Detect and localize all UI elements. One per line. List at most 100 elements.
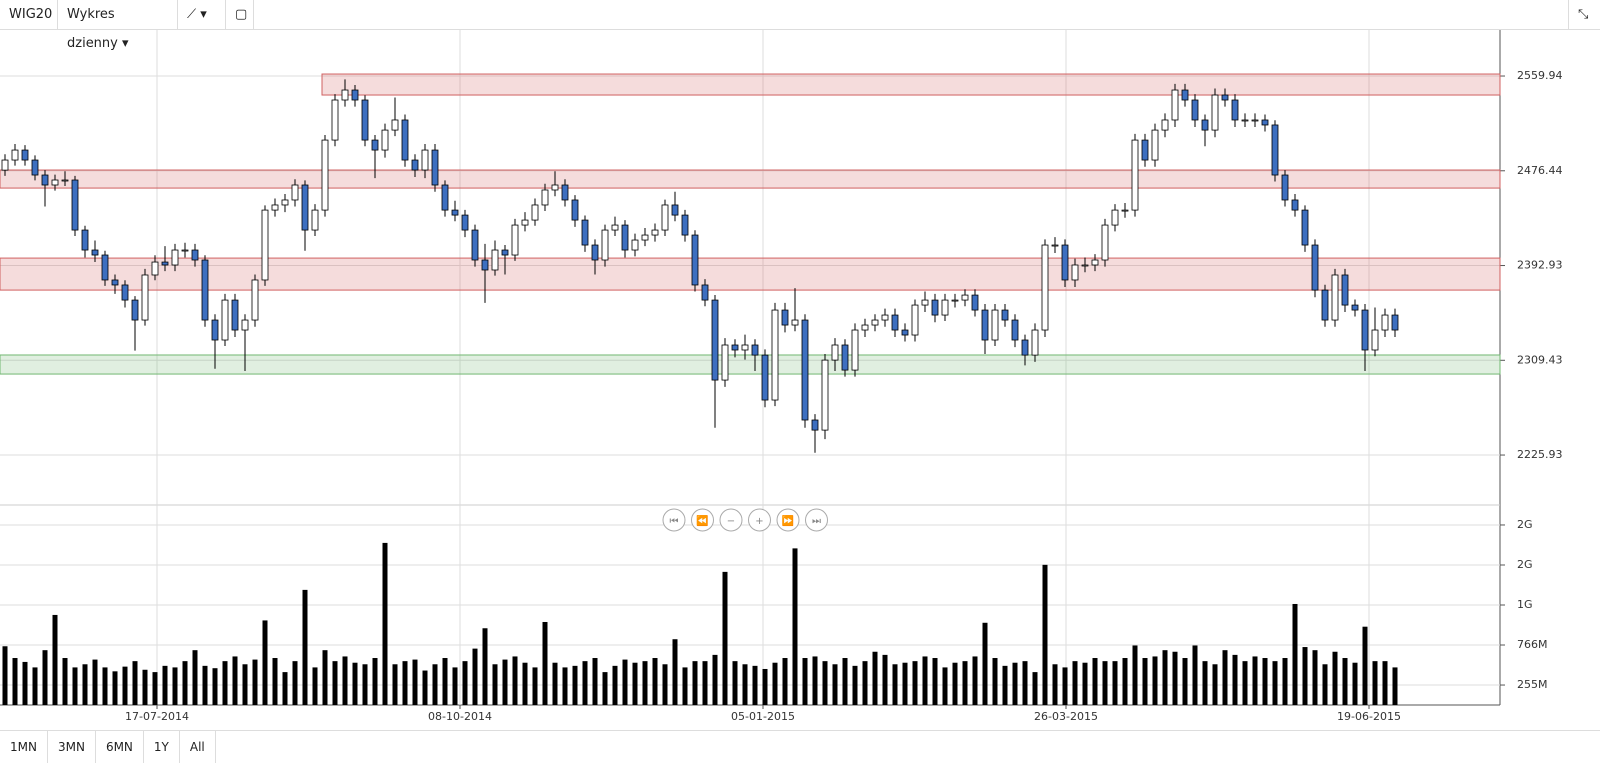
volume-bar <box>1242 661 1248 705</box>
volume-bar <box>662 664 668 705</box>
volume-bar <box>112 671 118 705</box>
volume-bar <box>1162 650 1168 705</box>
nav-button[interactable]: ⏮ <box>662 508 686 532</box>
volume-bar <box>1022 661 1028 705</box>
x-tick-label: 08-10-2014 <box>428 710 492 723</box>
range-button[interactable]: All <box>180 731 216 763</box>
volume-bar <box>792 548 798 705</box>
nav-button[interactable]: ⏩ <box>776 508 800 532</box>
draw-tool[interactable]: ⟋ ▾ <box>178 0 226 29</box>
volume-bar <box>372 658 378 705</box>
volume-bar <box>92 659 98 705</box>
candle-body <box>921 299 929 306</box>
volume-bar <box>1152 656 1158 705</box>
volume-bar <box>872 651 878 705</box>
volume-bar <box>12 658 18 705</box>
volume-bar <box>82 664 88 705</box>
candle-body <box>661 204 669 231</box>
candle-body <box>1091 259 1099 266</box>
candle-body <box>451 209 459 216</box>
volume-bar <box>732 661 738 705</box>
candle-body <box>251 279 259 321</box>
candle-body <box>1351 304 1359 311</box>
volume-bar <box>1252 656 1258 705</box>
candle-body <box>111 279 119 286</box>
candle-body <box>751 344 759 356</box>
candle-body <box>471 229 479 261</box>
volume-bar <box>1172 651 1178 705</box>
candle-body <box>91 249 99 256</box>
candle-body <box>1081 264 1089 267</box>
candle-body <box>631 239 639 251</box>
volume-bar <box>962 661 968 705</box>
candle-body <box>531 204 539 221</box>
y-tick-label: 2559.94 <box>1517 69 1563 82</box>
candle-body <box>931 299 939 316</box>
volume-bar <box>702 661 708 705</box>
range-button[interactable]: 1Y <box>144 731 180 763</box>
volume-bar <box>932 658 938 705</box>
volume-bar <box>952 662 958 705</box>
nav-button-icon: ⏮ <box>670 516 679 527</box>
candle-body <box>1371 329 1379 351</box>
candle-body <box>671 204 679 216</box>
nav-button-circle <box>719 508 743 532</box>
candle-body <box>741 344 749 351</box>
volume-bar <box>712 654 718 705</box>
volume-bar <box>1092 658 1098 705</box>
volume-bar <box>432 664 438 705</box>
candle-body <box>801 319 809 421</box>
y-tick-label: 2476.44 <box>1517 164 1563 177</box>
nav-button-icon: ⏭ <box>812 516 821 527</box>
candle-body <box>621 224 629 251</box>
candle-body <box>141 274 149 321</box>
volume-bar <box>642 661 648 705</box>
volume-bar <box>172 667 178 705</box>
range-button[interactable]: 3MN <box>48 731 96 763</box>
volume-bar <box>422 670 428 705</box>
y-tick-label: 2G <box>1517 518 1533 531</box>
volume-bar <box>982 622 988 705</box>
candle-body <box>41 174 49 186</box>
candle-body <box>1281 174 1289 201</box>
candle-body <box>1391 314 1399 331</box>
candle-body <box>871 319 879 326</box>
candle-body <box>291 184 299 201</box>
candle-body <box>411 159 419 171</box>
volume-bar <box>1262 658 1268 705</box>
candle-body <box>731 344 739 351</box>
volume-bar <box>1232 654 1238 705</box>
volume-bar <box>472 648 478 705</box>
symbol[interactable]: WIG20 <box>0 0 58 29</box>
y-tick-label: 2G <box>1517 558 1533 571</box>
candle-body <box>1161 119 1169 131</box>
range-button[interactable]: 6MN <box>96 731 144 763</box>
nav-button[interactable]: + <box>748 508 771 532</box>
range-button[interactable]: 1MN <box>0 731 48 763</box>
candle-body <box>301 184 309 231</box>
candle-body <box>521 219 529 226</box>
volume-bar <box>1342 658 1348 705</box>
y-tick-label: 255M <box>1517 678 1548 691</box>
candle-body <box>211 319 219 341</box>
volume-bar <box>1032 672 1038 705</box>
volume-bar <box>252 659 258 705</box>
candle-body <box>1031 329 1039 356</box>
volume-bar <box>2 646 8 705</box>
collapse[interactable]: ⤡ <box>1568 0 1600 29</box>
shape-tool[interactable]: ▢ <box>226 0 254 29</box>
volume-bar <box>192 650 198 705</box>
candle-body <box>481 259 489 271</box>
interval-select[interactable]: Wykres dzienny ▾ <box>58 0 178 51</box>
nav-button-circle <box>662 508 686 532</box>
volume-bar <box>382 542 388 705</box>
nav-button[interactable]: − <box>719 508 743 532</box>
nav-button[interactable]: ⏪ <box>691 508 714 532</box>
nav-button[interactable]: ⏭ <box>805 508 828 532</box>
candle-body <box>841 344 849 371</box>
candle-body <box>101 254 109 281</box>
candle-body <box>831 344 839 361</box>
candle-body <box>1051 244 1059 247</box>
candle-body <box>941 299 949 316</box>
y-tick-label: 766M <box>1517 638 1548 651</box>
